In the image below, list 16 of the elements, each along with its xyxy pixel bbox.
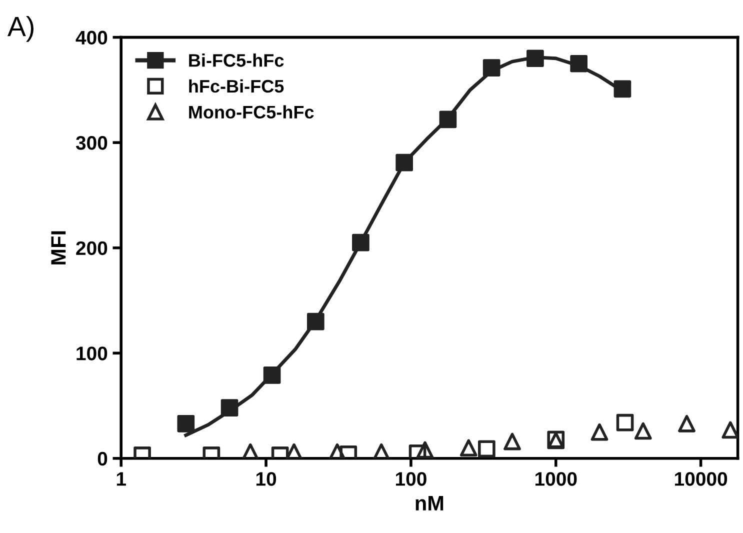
legend-label: Bi-FC5-hFc — [189, 54, 284, 67]
x-tick-label: 10 — [256, 472, 276, 486]
y-tick-label: 0 — [98, 452, 108, 466]
y-axis-title: MFI — [51, 231, 66, 264]
x-tick-label: 10000 — [674, 472, 728, 486]
y-tick-label: 300 — [76, 136, 108, 150]
y-tick-label: 100 — [76, 346, 108, 360]
x-tick-label: 1000 — [535, 472, 577, 486]
x-axis-title: nM — [416, 496, 444, 510]
legend-label: hFc-Bi-FC5 — [189, 79, 284, 93]
y-tick-label: 400 — [76, 30, 108, 45]
legend-label: Mono-FC5-hFc — [189, 105, 314, 119]
x-tick-label: 100 — [396, 472, 426, 486]
text: A) — [7, 16, 34, 42]
x-tick-label: 1 — [116, 472, 126, 486]
y-tick-label: 200 — [76, 241, 108, 256]
